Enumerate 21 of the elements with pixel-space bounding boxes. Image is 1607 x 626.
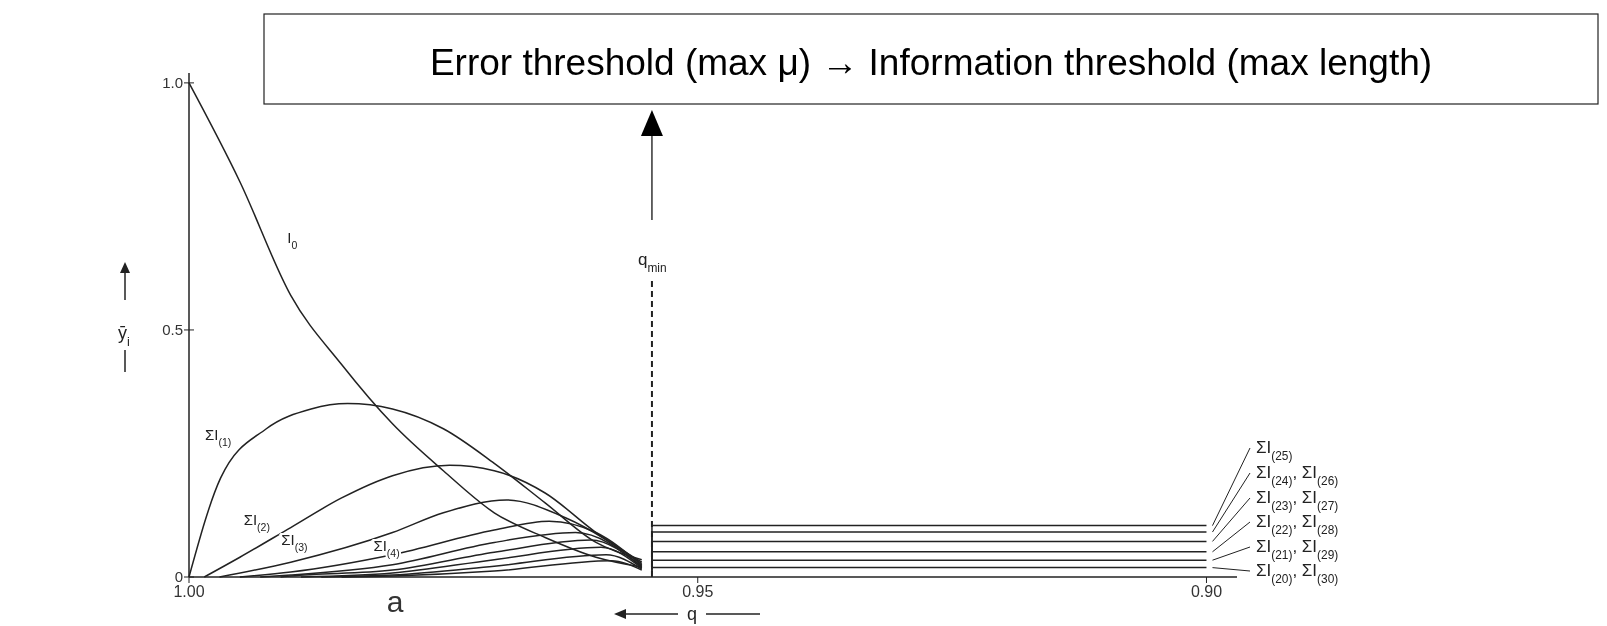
x-tick-label: 1.00: [173, 583, 205, 600]
legend-label: ΣI$_{(20)}$, ΣI$_{(30)}$: [1256, 561, 1339, 586]
text: ΣI$_{(25)}$: [1256, 438, 1293, 463]
text: ΣI$_{(23)}$, ΣI$_{(27)}$: [1256, 488, 1339, 513]
ref-line-label: q$_{min}$: [637, 249, 667, 275]
y-tick-label: 0.5: [162, 320, 183, 338]
y-tick-label: 0: [174, 568, 183, 585]
text: ΣI$_{(24)}$, ΣI$_{(26)}$: [1256, 463, 1339, 488]
legend-label: ΣI$_{(21)}$, ΣI$_{(29)}$: [1256, 537, 1339, 562]
x-tick-label: 0.90: [1190, 583, 1223, 600]
x-tick-label: 0.95: [682, 583, 714, 600]
x-axis-title: q: [686, 604, 698, 624]
series-label: ΣI$_{(1)}$: [204, 425, 232, 448]
series-label: I$_{0}$: [287, 228, 298, 251]
text: a: [386, 585, 404, 618]
y-tick-label: 1.0: [162, 73, 183, 91]
series-label: ΣI$_{(3)}$: [281, 531, 308, 554]
text: ΣI$_{(22)}$, ΣI$_{(28)}$: [1256, 512, 1339, 537]
annotation: Error threshold (max μ) → Information threshold (max length): [429, 42, 1433, 83]
y-axis-title: ȳ$_{i}$: [118, 323, 130, 349]
series-label: ΣI$_{(2)}$: [243, 510, 270, 533]
